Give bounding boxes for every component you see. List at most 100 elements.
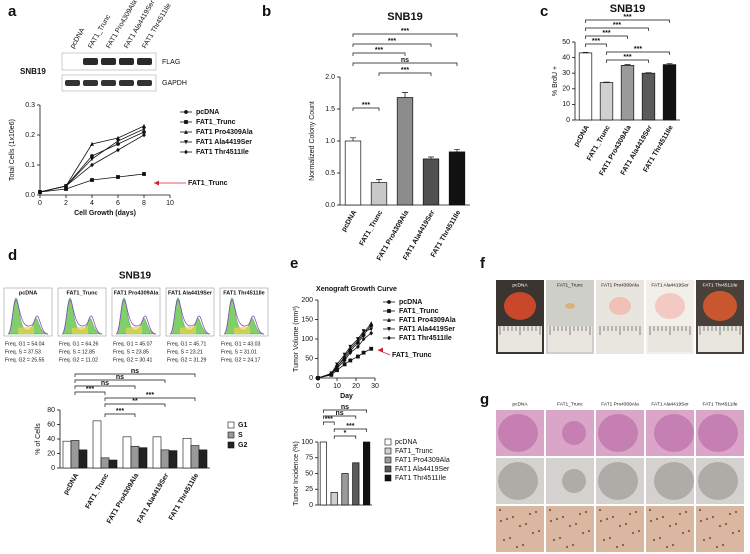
- stained-cell: [734, 510, 738, 514]
- error-bar: [666, 63, 673, 65]
- stained-cell: [702, 538, 706, 542]
- significance-bracket: [606, 59, 649, 63]
- histogram-fit: [169, 299, 211, 335]
- histogram-fit: [7, 299, 49, 335]
- significance-bracket: [333, 428, 367, 432]
- stained-cell: [715, 545, 719, 549]
- bar: [352, 462, 360, 506]
- marker: [335, 365, 339, 371]
- significance-bracket: [352, 52, 406, 56]
- bar: [182, 437, 192, 469]
- tumor: [609, 297, 631, 315]
- significance-label: ***: [623, 14, 631, 21]
- significance-label: ***: [592, 38, 600, 45]
- legend-label: FAT1_Trunc: [395, 448, 433, 455]
- stained-cell: [555, 517, 559, 521]
- annotation: FAT1_Trunc: [188, 180, 228, 187]
- histogram-fit: [223, 299, 265, 335]
- x-axis-label: Day: [340, 393, 353, 400]
- stained-cell: [599, 519, 603, 523]
- stained-cell: [698, 508, 702, 512]
- frequency-text: Freq. G1 = 64.26: [59, 341, 98, 347]
- marker: [369, 321, 374, 326]
- y-tick-label: 0.0: [325, 202, 335, 209]
- legend-label: FAT1_Trunc: [196, 119, 236, 126]
- stained-cell: [655, 517, 659, 521]
- stained-cell: [534, 510, 538, 514]
- stained-cell: [618, 524, 622, 528]
- stained-cell: [602, 538, 606, 542]
- bar: [92, 420, 102, 469]
- significance-bracket: [352, 107, 380, 111]
- stained-cell: [511, 515, 515, 519]
- frequency-text: Freq. G2 = 24.17: [221, 357, 260, 363]
- marker: [387, 335, 391, 341]
- stained-cell: [631, 531, 635, 535]
- marker: [387, 309, 391, 313]
- y-tick-label: 0: [566, 117, 570, 124]
- bar: [330, 492, 338, 506]
- blot-band: [83, 80, 98, 86]
- y-tick-label: 20: [562, 86, 570, 93]
- y-tick-label: 40: [47, 436, 55, 443]
- marker: [356, 337, 360, 342]
- stained-cell: [561, 515, 565, 519]
- x-tick-label: FAT1 Ala4419Ser: [136, 472, 170, 524]
- stained-cell: [581, 531, 585, 535]
- blot-band: [137, 80, 152, 86]
- stained-cell: [721, 543, 725, 547]
- frequency-text: Freq. S = 31.01: [221, 349, 257, 355]
- bar: [578, 52, 593, 121]
- blot-band: [101, 80, 116, 86]
- photo-label: pcDNA: [512, 282, 528, 288]
- stained-cell: [731, 531, 735, 535]
- y-tick-label: 10: [562, 101, 570, 108]
- histology-label: FAT1 Ala4419Ser: [651, 401, 689, 407]
- panel-label: g: [480, 391, 489, 408]
- series-line: [39, 131, 145, 193]
- x-tick-label: 6: [116, 200, 120, 207]
- tissue: [698, 414, 738, 452]
- stained-cell: [687, 529, 691, 533]
- marker: [184, 149, 188, 155]
- significance-bracket: [104, 397, 196, 401]
- y-tick-label: 0.3: [25, 102, 35, 109]
- y-tick-label: 50: [305, 470, 313, 477]
- stained-cell: [587, 529, 591, 533]
- legend-label: pcDNA: [399, 299, 422, 306]
- histology-label: FAT1 Thr4511Ile: [703, 401, 738, 407]
- tissue: [598, 462, 638, 500]
- significance-label: ***: [146, 392, 154, 399]
- significance-bracket: [352, 43, 432, 47]
- histology-label: FAT1 Pro4309Ala: [601, 401, 639, 407]
- bar: [599, 82, 614, 121]
- panel-label: c: [540, 3, 548, 20]
- significance-bracket: [74, 379, 166, 383]
- tissue: [498, 414, 538, 452]
- stained-cell: [648, 508, 652, 512]
- stained-cell: [571, 543, 575, 547]
- marker: [116, 139, 120, 144]
- panel-label: a: [8, 3, 17, 20]
- marker: [184, 110, 188, 114]
- histology-image: [646, 506, 694, 552]
- blot-strip: [61, 52, 157, 71]
- stained-cell: [624, 522, 628, 526]
- y-axis-label: Tumor Incidence (%): [293, 441, 300, 506]
- stained-cell: [505, 517, 509, 521]
- legend-label: S: [238, 432, 243, 439]
- marker: [348, 344, 353, 350]
- legend-label: G2: [238, 442, 247, 449]
- stained-cell: [558, 536, 562, 540]
- blot-band: [101, 58, 116, 65]
- arrow-head: [378, 347, 383, 353]
- x-tick-label: pcDNA: [341, 209, 359, 233]
- bar: [641, 72, 656, 121]
- y-tick-label: 20: [47, 450, 55, 457]
- series-line: [39, 173, 145, 193]
- x-tick-label: FAT1_Trunc: [84, 472, 110, 510]
- y-tick-label: 25: [305, 486, 313, 493]
- stained-cell: [584, 510, 588, 514]
- stained-cell: [708, 536, 712, 540]
- stained-cell: [718, 524, 722, 528]
